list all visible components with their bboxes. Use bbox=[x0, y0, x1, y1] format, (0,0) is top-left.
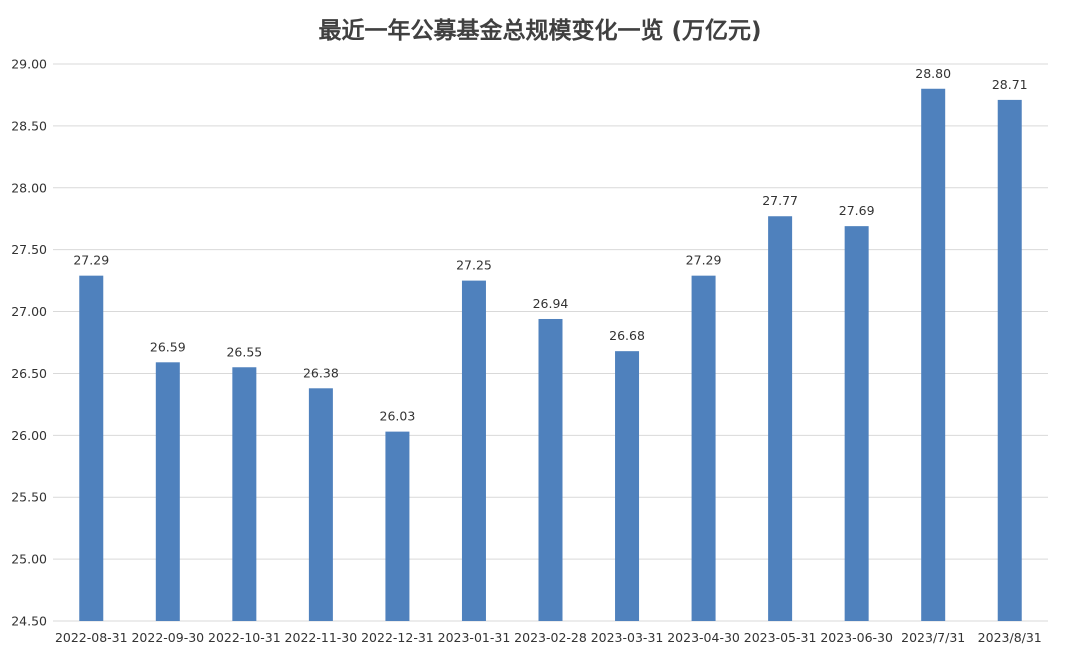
bar bbox=[615, 351, 640, 621]
y-tick-label: 25.00 bbox=[11, 552, 47, 567]
y-tick-label: 25.50 bbox=[11, 490, 47, 505]
y-tick-label: 24.50 bbox=[11, 614, 47, 629]
chart-title: 最近一年公募基金总规模变化一览 (万亿元) bbox=[318, 17, 761, 44]
x-tick-label: 2023-03-31 bbox=[591, 630, 664, 645]
data-label: 27.25 bbox=[456, 258, 492, 273]
bar bbox=[308, 388, 333, 621]
data-label: 26.03 bbox=[380, 409, 416, 424]
bar bbox=[232, 367, 257, 621]
bar bbox=[79, 275, 104, 621]
y-tick-label: 26.50 bbox=[11, 366, 47, 381]
data-label: 27.69 bbox=[839, 203, 875, 218]
bar bbox=[768, 216, 793, 621]
x-tick-label: 2023-05-31 bbox=[744, 630, 817, 645]
x-tick-label: 2023-02-28 bbox=[514, 630, 587, 645]
y-tick-label: 29.00 bbox=[11, 57, 47, 72]
x-tick-label: 2022-08-31 bbox=[55, 630, 128, 645]
x-tick-label: 2022-10-31 bbox=[208, 630, 281, 645]
x-tick-label: 2023-06-30 bbox=[820, 630, 893, 645]
x-tick-label: 2023-01-31 bbox=[438, 630, 511, 645]
bar bbox=[538, 318, 563, 621]
data-label: 28.71 bbox=[992, 77, 1028, 92]
bar bbox=[155, 362, 180, 621]
y-tick-label: 27.50 bbox=[11, 242, 47, 257]
data-label: 26.55 bbox=[226, 344, 262, 359]
bar bbox=[461, 280, 486, 621]
data-label: 26.68 bbox=[609, 328, 645, 343]
x-tick-label: 2022-09-30 bbox=[131, 630, 204, 645]
data-label: 27.29 bbox=[686, 253, 722, 268]
data-label: 27.77 bbox=[762, 193, 798, 208]
y-tick-label: 27.00 bbox=[11, 304, 47, 319]
data-label: 28.80 bbox=[915, 66, 951, 81]
x-tick-label: 2023-04-30 bbox=[667, 630, 740, 645]
bars bbox=[79, 88, 1022, 621]
data-label: 27.29 bbox=[73, 253, 109, 268]
x-axis-ticks: 2022-08-31 2022-09-30 2022-10-31 2022-11-30… bbox=[55, 630, 1042, 645]
bar bbox=[385, 431, 410, 621]
bar bbox=[844, 226, 869, 621]
data-label: 26.59 bbox=[150, 339, 186, 354]
y-axis-ticks: 24.50 25.00 25.50 26.00 26.50 27.00 27.50 28.00… bbox=[11, 57, 47, 629]
data-label: 26.94 bbox=[533, 296, 569, 311]
data-labels: 27.29 26.59 26.55 26.38 26.03 27.25 26.94 26.68… bbox=[73, 66, 1027, 424]
y-tick-label: 28.50 bbox=[11, 118, 47, 133]
x-tick-label: 2022-11-30 bbox=[285, 630, 358, 645]
x-tick-label: 2023/7/31 bbox=[901, 630, 965, 645]
y-tick-label: 28.00 bbox=[11, 180, 47, 195]
bar bbox=[997, 99, 1022, 621]
bar bbox=[921, 88, 946, 621]
data-label: 26.38 bbox=[303, 365, 339, 380]
bar bbox=[691, 275, 716, 621]
x-tick-label: 2023/8/31 bbox=[978, 630, 1042, 645]
y-tick-label: 26.00 bbox=[11, 428, 47, 443]
x-tick-label: 2022-12-31 bbox=[361, 630, 434, 645]
